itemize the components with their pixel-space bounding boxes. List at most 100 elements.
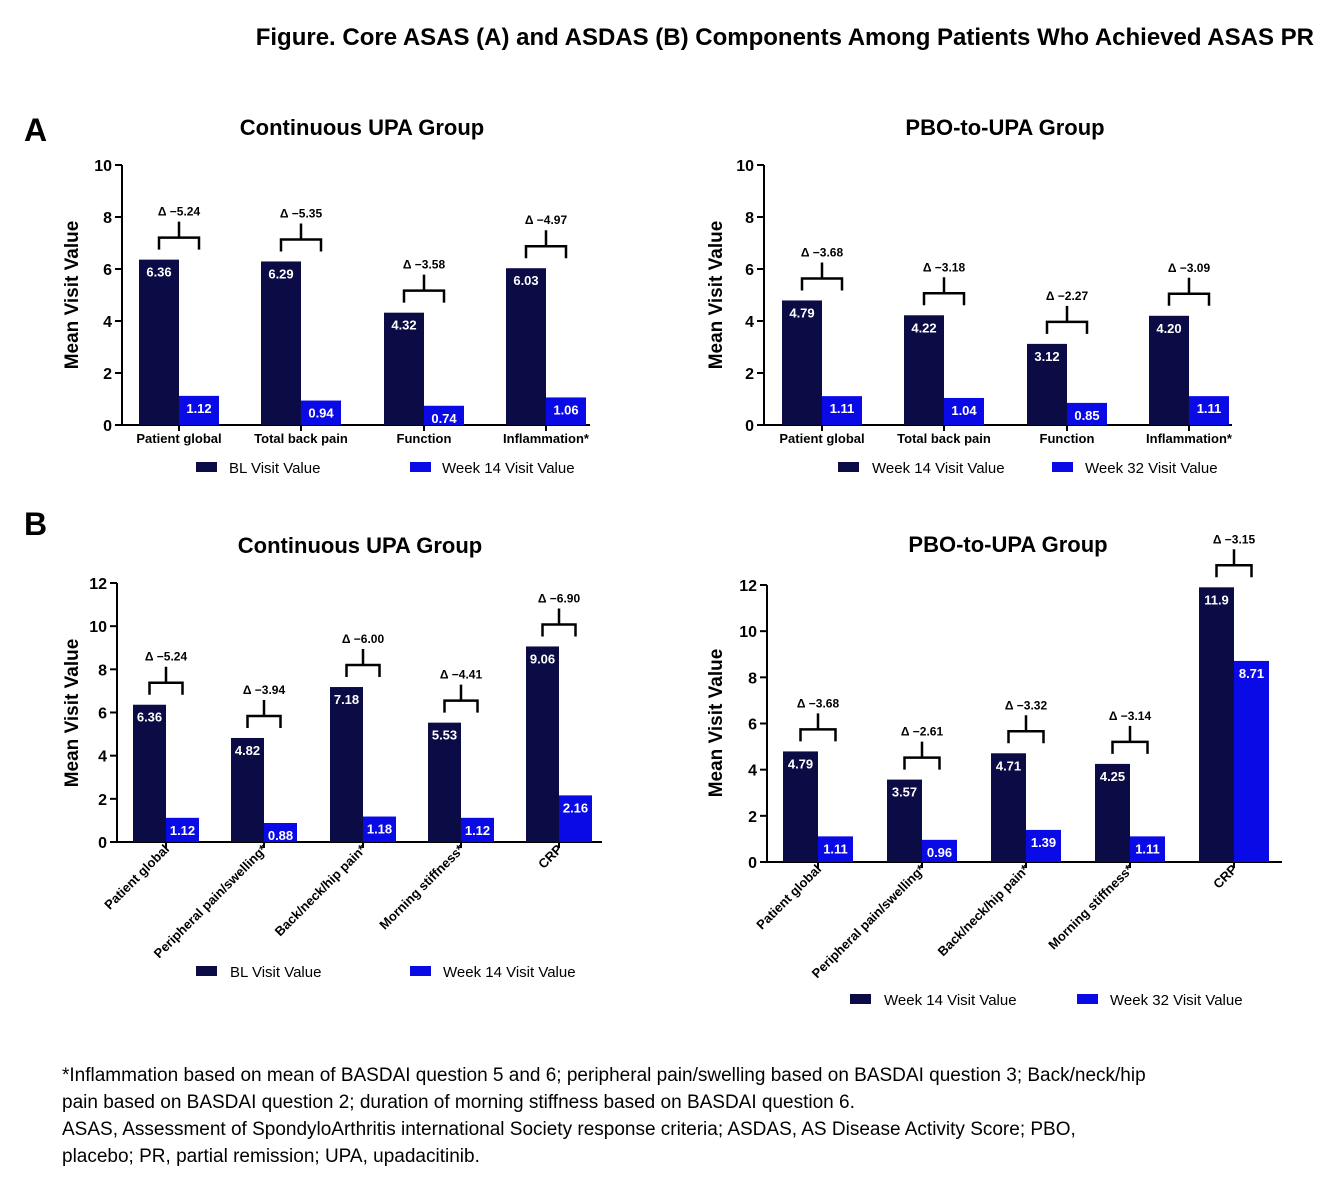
delta-bracket: [402, 274, 446, 303]
y-tick-label: 6: [745, 262, 754, 279]
x-category-label: CRP: [1210, 861, 1240, 891]
delta-label: Δ −3.18: [923, 260, 966, 274]
bar-series-1: [782, 300, 822, 425]
footnote-line: placebo; PR, partial remission; UPA, upa…: [62, 1146, 480, 1167]
bar-series-2: [559, 795, 592, 842]
bar-series-2: [424, 405, 464, 425]
chart-title: PBO-to-UPA Group: [908, 532, 1107, 557]
bar-value-label: 1.06: [553, 402, 578, 417]
bar-value-label: 3.57: [892, 785, 917, 800]
delta-bracket: [1045, 305, 1089, 334]
figure-title: Figure. Core ASAS (A) and ASDAS (B) Comp…: [255, 24, 1314, 51]
y-tick-label: 6: [98, 706, 107, 723]
bar-value-label: 8.71: [1239, 666, 1264, 681]
x-category-label: Function: [397, 431, 452, 446]
legend-label: Week 14 Visit Value: [443, 964, 576, 981]
bar-series-1: [783, 751, 818, 862]
bar-series-1: [133, 704, 166, 842]
legend-label: Week 32 Visit Value: [1110, 992, 1243, 1009]
delta-bracket: [148, 666, 184, 695]
y-tick-label: 2: [745, 366, 754, 383]
bar-value-label: 1.12: [186, 401, 211, 416]
bar-series-1: [231, 737, 264, 842]
y-tick-label: 4: [748, 763, 757, 780]
y-tick-label: 12: [739, 578, 757, 595]
y-axis-label: Mean Visit Value: [62, 221, 83, 370]
bar-value-label: 6.29: [268, 266, 293, 281]
bar-value-label: 4.25: [1100, 769, 1125, 784]
legend-swatch: [850, 994, 871, 1004]
bar-value-label: 1.04: [951, 403, 977, 418]
bar-series-2: [461, 817, 494, 842]
y-tick-label: 8: [748, 670, 757, 687]
legend-label: Week 14 Visit Value: [884, 992, 1017, 1009]
y-tick-label: 4: [98, 749, 107, 766]
delta-label: Δ −5.24: [145, 650, 188, 664]
x-category-label: Inflammation*: [1146, 431, 1233, 446]
delta-label: Δ −3.15: [1213, 532, 1256, 546]
delta-label: Δ −3.14: [1109, 709, 1152, 723]
delta-bracket: [345, 649, 381, 678]
y-tick-label: 10: [94, 158, 112, 175]
bar-value-label: 4.32: [391, 318, 416, 333]
bar-series-2: [822, 396, 862, 425]
bar-value-label: 5.53: [432, 728, 457, 743]
delta-bracket: [1167, 277, 1211, 306]
y-tick-label: 6: [103, 262, 112, 279]
delta-bracket: [157, 221, 201, 250]
chart-title: Continuous UPA Group: [240, 115, 484, 140]
y-axis-label: Mean Visit Value: [706, 221, 727, 370]
y-tick-label: 2: [748, 809, 757, 826]
bar-series-1: [991, 753, 1026, 862]
x-category-label: CRP: [535, 841, 565, 871]
legend-label: Week 14 Visit Value: [872, 460, 1005, 477]
bar-value-label: 6.36: [137, 710, 162, 725]
bar-series-1: [261, 261, 301, 425]
legend-swatch: [1052, 462, 1073, 472]
y-tick-label: 0: [745, 418, 754, 435]
legend-swatch: [410, 462, 431, 472]
delta-label: Δ −5.24: [158, 205, 201, 219]
footnote-line: pain based on BASDAI question 2; duratio…: [62, 1092, 855, 1113]
bar-series-2: [818, 836, 853, 862]
bar-value-label: 1.39: [1031, 835, 1056, 850]
delta-label: Δ −3.68: [801, 245, 844, 259]
delta-label: Δ −2.27: [1046, 289, 1089, 303]
footnotes: *Inflammation based on mean of BASDAI qu…: [62, 1062, 1324, 1170]
bar-value-label: 0.96: [927, 845, 952, 860]
bar-value-label: 6.03: [513, 273, 538, 288]
bar-series-2: [1234, 660, 1269, 862]
legend-swatch: [1077, 994, 1098, 1004]
bar-series-2: [1026, 829, 1061, 862]
delta-bracket: [1215, 549, 1253, 578]
delta-bracket: [903, 741, 941, 770]
y-axis-label: Mean Visit Value: [706, 649, 727, 798]
x-category-label: Total back pain: [254, 431, 348, 446]
bar-series-1: [506, 268, 546, 425]
bar-value-label: 4.20: [1156, 321, 1181, 336]
delta-label: Δ −4.41: [440, 668, 483, 682]
x-category-label: Peripheral pain/swelling*: [809, 861, 929, 981]
x-category-label: Back/neck/hip pain*: [935, 861, 1033, 959]
y-tick-label: 0: [98, 835, 107, 852]
y-tick-label: 12: [89, 576, 107, 593]
bar-value-label: 7.18: [334, 692, 359, 707]
bar-series-1: [1199, 587, 1234, 862]
chart-title: PBO-to-UPA Group: [905, 115, 1104, 140]
x-category-label: Function: [1040, 431, 1095, 446]
x-category-label: Patient global: [753, 862, 824, 933]
legend-label: BL Visit Value: [229, 460, 320, 477]
bar-value-label: 1.11: [1197, 401, 1222, 416]
x-category-label: Back/neck/hip pain*: [272, 841, 370, 939]
delta-label: Δ −3.32: [1005, 698, 1048, 712]
delta-bracket: [279, 223, 323, 252]
bar-series-1: [1095, 763, 1130, 862]
bar-series-1: [139, 259, 179, 425]
delta-bracket: [800, 262, 844, 291]
y-axis-label: Mean Visit Value: [62, 639, 83, 788]
y-tick-label: 0: [103, 418, 112, 435]
bar-value-label: 4.82: [235, 743, 260, 758]
legend-swatch: [196, 966, 217, 976]
bar-series-2: [1067, 402, 1107, 425]
